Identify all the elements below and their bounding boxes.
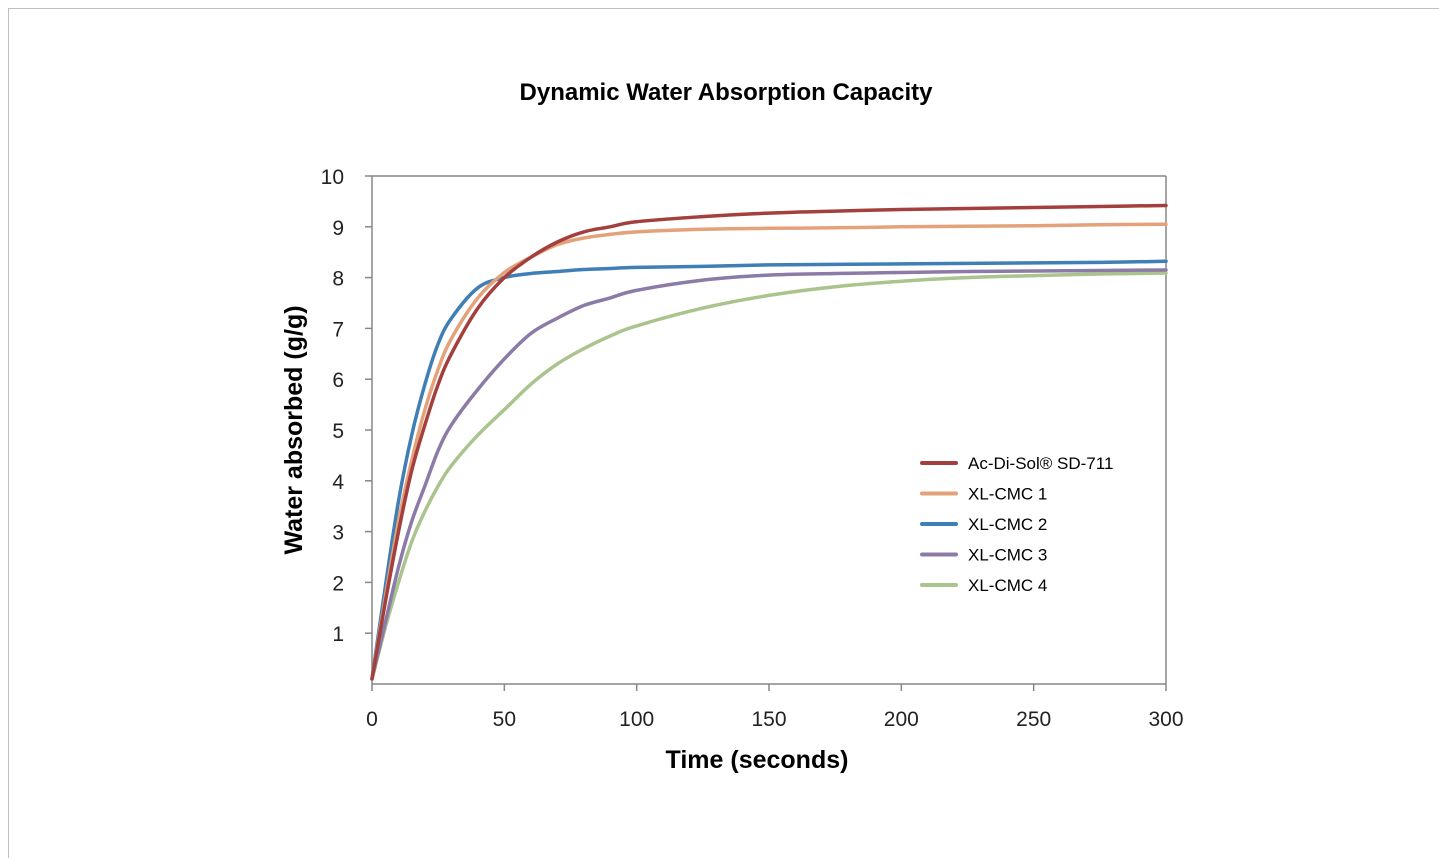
y-axis-label: Water absorbed (g/g) — [280, 305, 308, 554]
y-tick-label: 6 — [332, 369, 344, 392]
y-tick-label: 1 — [332, 623, 344, 646]
x-tick-label: 200 — [884, 708, 919, 731]
series-lines — [370, 203, 1168, 681]
legend-label: Ac-Di-Sol® SD-711 — [968, 454, 1113, 473]
chart-frame — [8, 8, 1439, 858]
y-tick-label: 10 — [321, 166, 344, 189]
x-tick-label: 100 — [619, 708, 654, 731]
x-axis-label: Time (seconds) — [666, 746, 849, 774]
x-axis-ticks: 0 50 100 150 200 250 300 — [366, 684, 1184, 731]
series-line-xl-cmc-1 — [370, 222, 1168, 681]
x-tick-label: 50 — [493, 708, 516, 731]
y-tick-label: 2 — [332, 572, 344, 595]
series-line-xl-cmc-4 — [370, 271, 1168, 681]
y-axis-ticks: 1 2 3 4 5 6 7 8 9 10 — [321, 166, 372, 646]
series-line-ac-di-sol-sd-711 — [370, 203, 1168, 681]
y-tick-label: 8 — [332, 268, 344, 291]
y-tick-label: 5 — [332, 420, 344, 443]
plot-area — [371, 175, 1167, 685]
legend-label: XL-CMC 4 — [968, 576, 1047, 595]
x-tick-label: 250 — [1016, 708, 1051, 731]
y-tick-label: 3 — [332, 522, 344, 545]
x-tick-label: 300 — [1148, 708, 1183, 731]
series-line-xl-cmc-3 — [370, 268, 1168, 681]
y-tick-label: 7 — [332, 318, 344, 341]
y-tick-label: 4 — [332, 471, 344, 494]
legend-label: XL-CMC 1 — [968, 485, 1047, 504]
y-tick-label: 9 — [332, 217, 344, 240]
legend-label: XL-CMC 3 — [968, 546, 1047, 565]
series-line-xl-cmc-2 — [370, 259, 1168, 681]
x-tick-label: 150 — [751, 708, 786, 731]
legend-label: XL-CMC 2 — [968, 515, 1047, 534]
x-tick-label: 0 — [366, 708, 378, 731]
legend: Ac-Di-Sol® SD-711 XL-CMC 1 XL-CMC 2 XL-CMC … — [920, 454, 1113, 595]
chart-title: Dynamic Water Absorption Capacity — [520, 79, 934, 106]
